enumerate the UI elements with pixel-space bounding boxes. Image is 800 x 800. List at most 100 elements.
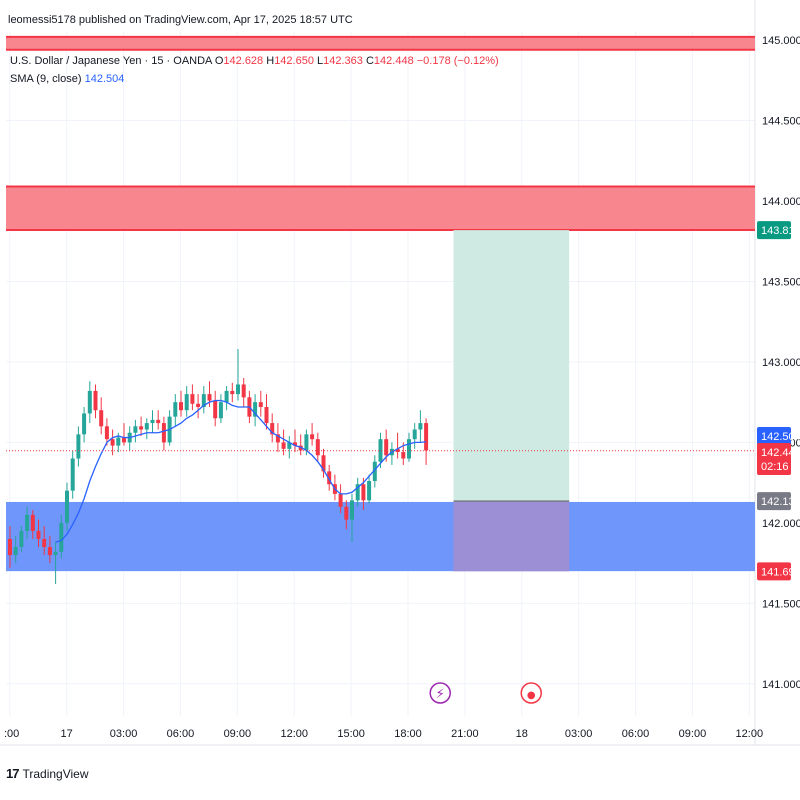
symbol-label[interactable]: U.S. Dollar / Japanese Yen · 15 · OANDA bbox=[10, 55, 212, 67]
price-tick-label: 145.000 bbox=[762, 35, 800, 47]
price-label-green-bg bbox=[757, 221, 791, 240]
candle bbox=[201, 386, 206, 414]
price-label-red: 142.448 bbox=[761, 447, 800, 459]
time-tick-label: 09:00 bbox=[224, 728, 252, 740]
time-axis[interactable]: :00 17 03:00 06:00 09:00 12:00 15:00 18:00 21:00… bbox=[4, 728, 763, 740]
candle bbox=[133, 419, 138, 443]
price-tick-label: 144.500 bbox=[762, 116, 800, 128]
events-layer: ⚡ ● bbox=[429, 682, 542, 704]
candle-body bbox=[201, 394, 206, 407]
candle-body bbox=[104, 426, 109, 440]
time-tick-label: 06:00 bbox=[167, 728, 195, 740]
candle-body bbox=[93, 390, 98, 411]
time-tick-label: 15:00 bbox=[337, 728, 365, 740]
candle-body bbox=[236, 384, 240, 395]
time-tick-label: 12:00 bbox=[280, 728, 308, 740]
candle bbox=[30, 509, 35, 539]
candle-body bbox=[184, 394, 189, 411]
candle bbox=[287, 435, 292, 459]
candle bbox=[338, 484, 343, 514]
supply-zone bbox=[6, 186, 755, 230]
candle-body bbox=[338, 493, 343, 507]
candle-body bbox=[99, 410, 104, 427]
candle bbox=[395, 432, 400, 459]
candle bbox=[104, 418, 109, 446]
price-label-red-bg bbox=[757, 562, 791, 581]
price-axis[interactable]: 145.000 144.500 144.000 143.500 143.000 142.5… bbox=[757, 35, 800, 691]
record-event-icon-glyph: ● bbox=[527, 690, 536, 701]
sma-value: 142.504 bbox=[84, 73, 125, 85]
candle bbox=[42, 526, 47, 556]
price-tick-label: 141.000 bbox=[762, 679, 800, 691]
time-tick-label: 06:00 bbox=[622, 728, 650, 740]
candle bbox=[65, 482, 69, 531]
candle-body bbox=[355, 484, 360, 501]
price-tick-label: 144.000 bbox=[762, 196, 800, 208]
candle-body bbox=[70, 458, 75, 491]
candle bbox=[378, 432, 383, 469]
candle bbox=[167, 410, 172, 446]
candle bbox=[236, 349, 240, 401]
position-stop-zone bbox=[453, 501, 570, 572]
price-label-green: 143.819 bbox=[761, 225, 800, 237]
candle-body bbox=[82, 413, 87, 435]
low-label: L bbox=[317, 55, 324, 67]
candle-body bbox=[156, 419, 161, 424]
sma-row: SMA (9, close) 142.504 bbox=[10, 70, 499, 88]
sma-line bbox=[55, 399, 427, 543]
candle-body bbox=[25, 514, 30, 531]
tradingview-footer[interactable]: 17 TradingView bbox=[6, 766, 89, 781]
candle bbox=[241, 378, 246, 407]
time-tick-label: 03:00 bbox=[110, 728, 138, 740]
chart-legend: U.S. Dollar / Japanese Yen · 15 · OANDA … bbox=[10, 52, 499, 88]
close-value: 142.448 bbox=[373, 55, 414, 67]
candle-body bbox=[401, 452, 406, 459]
time-tick-label: 09:00 bbox=[679, 728, 707, 740]
low-value: 142.363 bbox=[323, 55, 363, 67]
candle bbox=[196, 394, 201, 419]
candle-body bbox=[150, 419, 155, 424]
candle-body bbox=[270, 423, 275, 435]
candle-body bbox=[213, 400, 218, 419]
candle bbox=[25, 506, 30, 539]
high-label: H bbox=[266, 55, 275, 67]
candle-body bbox=[42, 538, 47, 548]
candle-body bbox=[293, 442, 297, 446]
time-tick-label: 17 bbox=[61, 728, 73, 740]
candle-body bbox=[253, 402, 258, 417]
candle-body bbox=[241, 384, 246, 398]
price-label-blue: 142.504 bbox=[761, 431, 800, 443]
time-tick-label: :00 bbox=[4, 728, 19, 740]
candle bbox=[122, 423, 126, 446]
lightning-event-icon bbox=[429, 682, 451, 704]
candle-body bbox=[8, 538, 12, 556]
candle-body bbox=[47, 547, 52, 556]
candle-body bbox=[327, 471, 332, 485]
time-tick-label: 18:00 bbox=[394, 728, 422, 740]
sma-layer bbox=[55, 399, 427, 543]
candle bbox=[224, 386, 229, 411]
candle bbox=[418, 410, 423, 443]
candle-body bbox=[361, 484, 366, 501]
candle-body bbox=[344, 506, 349, 520]
candle-body bbox=[13, 547, 18, 556]
candle bbox=[99, 397, 104, 435]
candle-body bbox=[133, 426, 138, 433]
record-event-icon bbox=[520, 682, 542, 704]
sma-label[interactable]: SMA (9, close) bbox=[10, 73, 82, 85]
open-value: 142.628 bbox=[223, 55, 264, 67]
candle-body bbox=[367, 481, 372, 501]
candle bbox=[293, 429, 297, 453]
candle bbox=[8, 526, 12, 568]
candle-body bbox=[418, 423, 423, 430]
candle bbox=[110, 429, 115, 456]
price-tick-label: 143.500 bbox=[762, 276, 800, 288]
candle bbox=[150, 410, 155, 433]
candle-body bbox=[161, 423, 166, 443]
candle-body bbox=[350, 500, 354, 520]
candle-body bbox=[230, 390, 235, 395]
candle-body bbox=[264, 406, 269, 424]
candle bbox=[350, 493, 354, 543]
ohlc-row: U.S. Dollar / Japanese Yen · 15 · OANDA … bbox=[10, 52, 499, 70]
